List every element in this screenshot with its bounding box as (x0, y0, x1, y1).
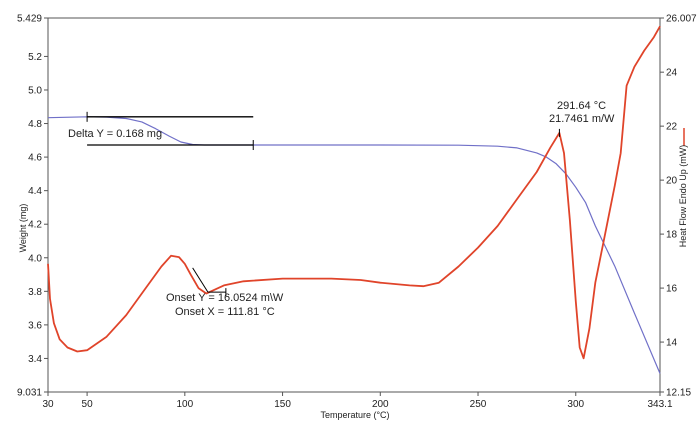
y-left-tick-label: 4.0 (28, 253, 42, 264)
peak-heatflow-label: 21.7461 m/W (549, 113, 615, 125)
x-axis-title: Temperature (°C) (320, 410, 389, 420)
onset-x-label: Onset X = 111.81 °C (175, 306, 275, 318)
onset-y-label: Onset Y = 16.0524 m\W (166, 292, 284, 304)
y-left-tick-label: 9.031 (17, 388, 42, 399)
x-tick-label: 50 (82, 399, 94, 410)
y-left-tick-label: 4.2 (28, 220, 42, 231)
weight-series-line (47, 116, 661, 374)
heat-flow-series-line (47, 25, 661, 360)
y-right-tick-label: 24 (666, 68, 678, 79)
y-left-tick-label: 4.8 (28, 119, 42, 130)
y-right-tick-label: 16 (666, 284, 678, 295)
plot-frame (47, 17, 661, 393)
x-tick-label: 300 (567, 399, 584, 410)
y-right-tick-label: 20 (666, 176, 678, 187)
x-tick-label: 200 (372, 399, 389, 410)
y-left-axis-title: Weight (mg) (18, 204, 28, 253)
x-tick-label: 150 (274, 399, 291, 410)
y-right-tick-label: 12.15 (666, 388, 691, 399)
y-left-tick-label: 5.0 (28, 85, 42, 96)
x-tick-label: 30 (42, 399, 54, 410)
y-left-tick-label: 4.6 (28, 153, 42, 164)
onset-tangent-line (192, 267, 209, 293)
series-layer (47, 25, 661, 374)
delta-y-label: Delta Y = 0.168 mg (68, 128, 162, 140)
y-right-tick-label: 18 (666, 230, 678, 241)
y-right-tick-label: 22 (666, 122, 678, 133)
y-right-tick-label: 26.007 (666, 14, 697, 25)
y-left-tick-label: 5.429 (17, 14, 42, 25)
y-right-axis-title: Heat Flow Endo Up (mW) (678, 145, 688, 248)
peak-temperature-label: 291.64 °C (557, 100, 606, 112)
plot-area: 30 50 100 150 200 250 300 343.1 9.031 3.4 3.6 3.8 4.… (17, 14, 697, 411)
y-left-tick-label: 3.4 (28, 354, 42, 365)
annotation-layer (86, 111, 685, 297)
y-left-tick-label: 5.2 (28, 52, 42, 63)
y-left-tick-label: 4.4 (28, 186, 42, 197)
x-tick-label: 343.1 (647, 399, 672, 410)
x-tick-label: 100 (176, 399, 193, 410)
y-left-tick-label: 3.8 (28, 287, 42, 298)
y-right-tick-label: 14 (666, 338, 678, 349)
y-left-tick-label: 3.6 (28, 320, 42, 331)
x-tick-label: 250 (470, 399, 487, 410)
